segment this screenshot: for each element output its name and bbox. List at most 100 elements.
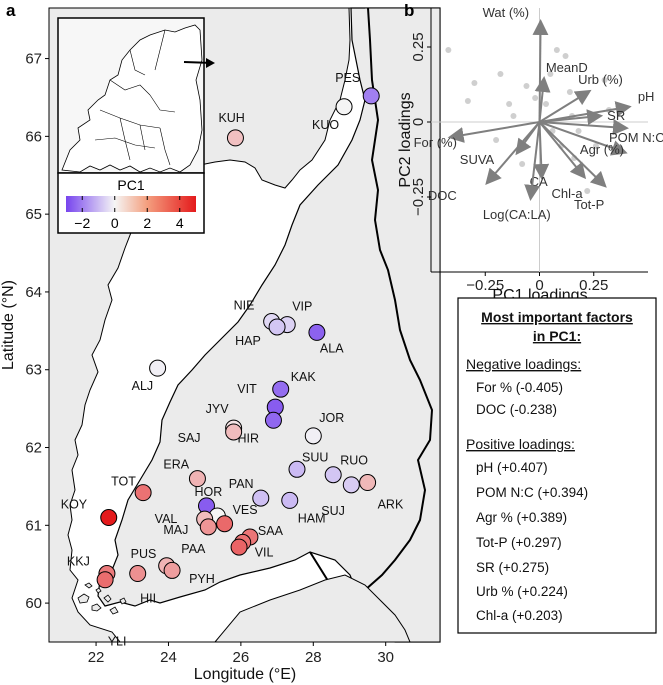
site-marker: [308, 323, 326, 341]
site-marker: [324, 466, 342, 484]
site-marker: [362, 87, 380, 105]
site-val: VAL: [155, 510, 214, 528]
site-vit: VIT: [237, 382, 284, 416]
site-label: RUO: [340, 454, 368, 468]
factors-box-frame: [457, 297, 657, 634]
site-pan: PAN: [229, 477, 270, 507]
map-y-tick-label: 61: [25, 517, 42, 534]
site-label: VAL: [155, 512, 178, 526]
site-marker: [129, 565, 147, 583]
site-label: SAA: [258, 524, 284, 538]
site-marker: [134, 484, 152, 502]
site-marker: [252, 489, 270, 507]
map-frame: [48, 7, 441, 643]
map-x-tick-label: 24: [160, 649, 177, 666]
sample-point: [547, 71, 554, 77]
loading-label: Agr (%): [580, 142, 624, 157]
negative-header: Negative loadings:: [466, 356, 581, 372]
site-ham: HAM: [281, 491, 326, 525]
sample-point: [592, 143, 599, 149]
loading-label: Wat (%): [483, 5, 529, 20]
loading-arrow: [539, 101, 632, 123]
colorbar-tick-label: 2: [143, 215, 151, 231]
site-label: TOT: [111, 475, 136, 489]
map-y-tick-label: 63: [25, 362, 42, 379]
site-marker: [225, 423, 243, 441]
site-label: YLI: [108, 635, 127, 649]
sample-point: [566, 89, 573, 95]
map-y-tick-label: 62: [25, 440, 42, 457]
national-border: [309, 7, 434, 602]
loading-label: Urb (%): [578, 72, 623, 87]
map-y-tick-label: 67: [25, 51, 42, 68]
site-label: NIE: [234, 298, 255, 312]
site-marker: [163, 561, 181, 579]
positive-item: SR (+0.275): [476, 560, 549, 575]
loading-arrow: [534, 76, 551, 123]
loading-label: Chl-a: [552, 186, 584, 201]
loading-wat: Wat (%): [483, 5, 549, 123]
sample-point: [519, 161, 526, 167]
sample-point: [562, 53, 569, 59]
loading-arrow: [447, 121, 540, 143]
site-label: ARK: [378, 498, 404, 512]
map-x-axis-title: Longitude (°E): [194, 666, 296, 683]
europe-borders: [94, 29, 176, 166]
site-marker: [96, 571, 114, 589]
colorbar-ticks: −2 0 2 4: [74, 196, 184, 231]
site-label: KOY: [61, 498, 88, 512]
loading-label: SUVA: [460, 152, 495, 167]
site-pyh: PYH: [189, 538, 248, 586]
site-label: ERA: [163, 458, 189, 472]
site-label: HIR: [237, 431, 259, 445]
map-x-tick-label: 28: [305, 649, 322, 666]
map-y-tick-label: 64: [25, 284, 42, 301]
site-ark: ARK: [359, 474, 404, 512]
site-hap: HAP: [235, 318, 286, 348]
site-label: VIT: [237, 382, 257, 396]
site-label: KUH: [218, 111, 244, 125]
loading-arrow: [533, 121, 550, 180]
site-hir: HIR: [237, 411, 282, 445]
site-label: SUJ: [321, 504, 345, 518]
factors-title-line2: in PC1:: [533, 328, 581, 344]
site-label: JYV: [206, 402, 230, 416]
site-marker: [304, 427, 322, 445]
site-marker: [359, 474, 377, 492]
site-label: JOR: [319, 411, 344, 425]
site-label: PYH: [189, 572, 215, 586]
europe-inset: PC1 −2 0 2 4: [57, 17, 215, 234]
loading-ph: pH: [539, 89, 655, 123]
site-yli: YLI: [108, 565, 147, 649]
site-tot: TOT: [111, 475, 152, 502]
loading-label: pH: [638, 89, 655, 104]
site-label: HAP: [235, 334, 261, 348]
site-ruo: RUO: [324, 454, 368, 484]
site-marker: [288, 460, 306, 478]
positive-header: Positive loadings:: [466, 436, 575, 452]
site-label: KAK: [291, 370, 317, 384]
site-marker: [281, 491, 299, 509]
sample-point: [601, 77, 608, 83]
site-kuo: KUO: [312, 98, 353, 132]
site-label: SAJ: [178, 431, 201, 445]
sample-point: [464, 98, 471, 104]
site-marker: [226, 129, 244, 147]
site-jor: JOR: [304, 411, 344, 445]
site-alj: ALJ: [132, 359, 167, 393]
loading-arrow: [539, 109, 604, 126]
site-marker: [342, 476, 360, 494]
site-marker: [100, 509, 118, 527]
factors-title-line1: Most important factors: [481, 309, 633, 325]
site-pes: PES: [335, 71, 380, 105]
site-marker: [188, 470, 206, 488]
loading-arrow: [524, 121, 541, 201]
colorbar-tick-label: 4: [176, 215, 184, 231]
loadings-y-tick-label: 0.25: [410, 32, 427, 61]
colorbar-tick-label: −2: [74, 215, 90, 231]
negative-item: For % (-0.405): [476, 380, 563, 395]
site-marker: [272, 380, 290, 398]
panel-a-label: a: [6, 1, 16, 20]
